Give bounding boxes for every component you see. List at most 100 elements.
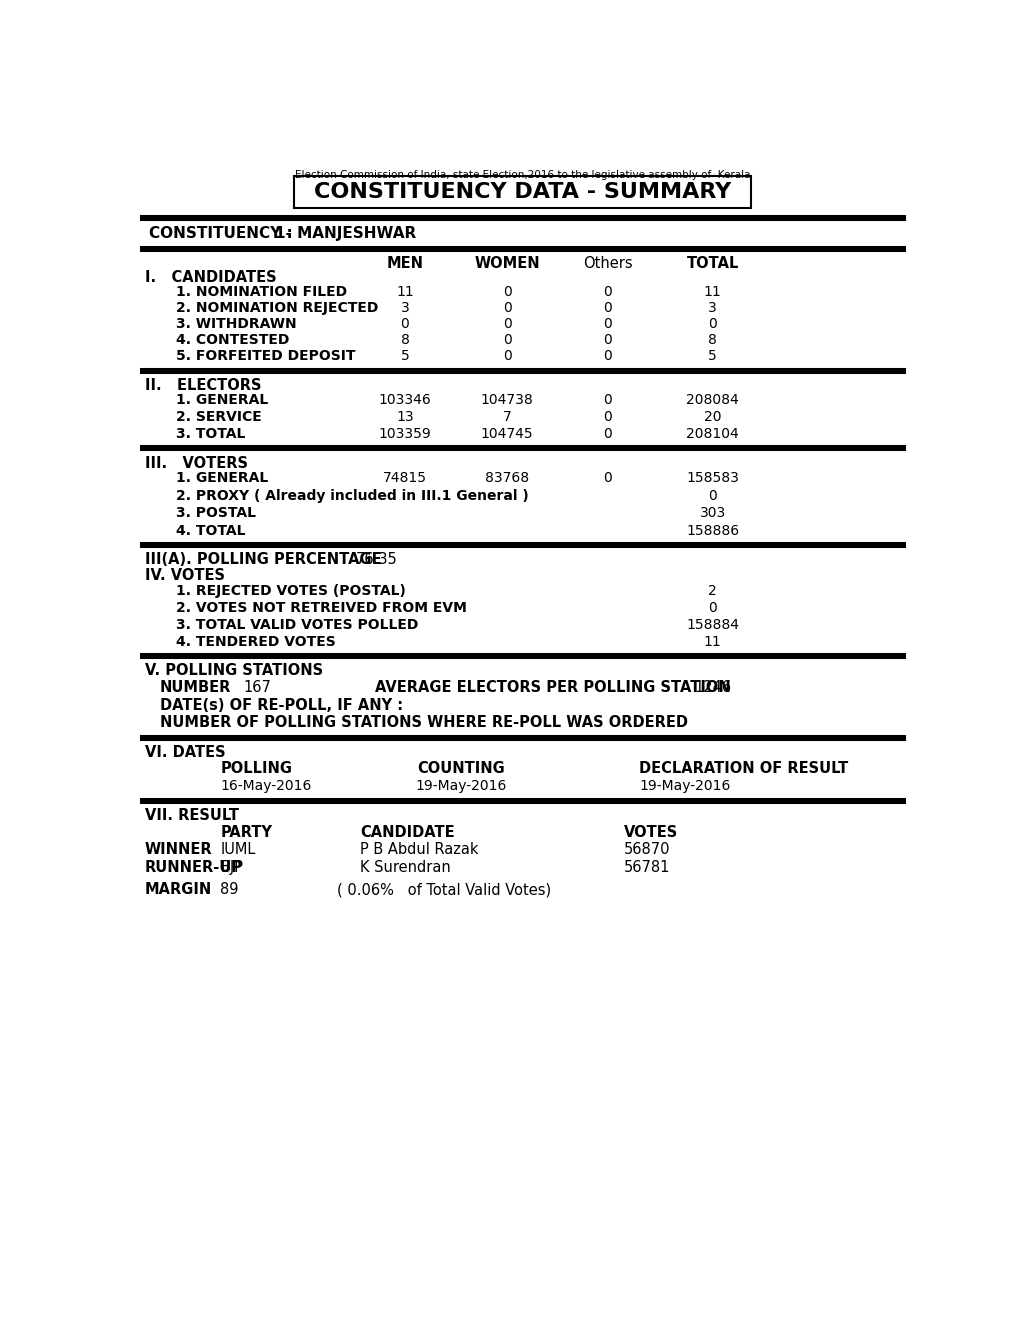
Text: VI. DATES: VI. DATES xyxy=(145,744,225,759)
Text: 2: 2 xyxy=(707,585,716,598)
Text: K Surendran: K Surendran xyxy=(360,861,450,875)
Text: 1. GENERAL: 1. GENERAL xyxy=(175,393,268,407)
Text: 3: 3 xyxy=(707,301,716,314)
Text: 11: 11 xyxy=(703,635,720,649)
Text: 0: 0 xyxy=(502,317,512,331)
Text: 208104: 208104 xyxy=(686,428,739,441)
Text: 3. TOTAL VALID VOTES POLLED: 3. TOTAL VALID VOTES POLLED xyxy=(175,618,418,632)
Text: 19-May-2016: 19-May-2016 xyxy=(415,779,506,793)
Text: 5. FORFEITED DEPOSIT: 5. FORFEITED DEPOSIT xyxy=(175,350,355,363)
Text: ( 0.06%   of Total Valid Votes): ( 0.06% of Total Valid Votes) xyxy=(336,882,550,898)
Text: 303: 303 xyxy=(699,507,726,520)
Text: 89: 89 xyxy=(220,882,238,898)
Text: 4. CONTESTED: 4. CONTESTED xyxy=(175,333,288,347)
Text: CONSTITUENCY :: CONSTITUENCY : xyxy=(149,226,292,242)
Text: NUMBER OF POLLING STATIONS WHERE RE-POLL WAS ORDERED: NUMBER OF POLLING STATIONS WHERE RE-POLL… xyxy=(160,715,688,730)
Text: 3. TOTAL: 3. TOTAL xyxy=(175,428,245,441)
Text: 0: 0 xyxy=(603,301,611,314)
Text: 0: 0 xyxy=(603,411,611,424)
Text: NUMBER: NUMBER xyxy=(160,680,231,694)
Text: 16-May-2016: 16-May-2016 xyxy=(220,779,312,793)
Text: 104738: 104738 xyxy=(480,393,533,407)
Text: III(A). POLLING PERCENTAGE: III(A). POLLING PERCENTAGE xyxy=(145,552,381,568)
Text: TOTAL: TOTAL xyxy=(686,256,738,272)
Text: 0: 0 xyxy=(603,317,611,331)
Text: 208084: 208084 xyxy=(686,393,739,407)
Text: 0: 0 xyxy=(502,301,512,314)
Text: 0: 0 xyxy=(707,601,716,615)
Text: VOTES: VOTES xyxy=(623,825,677,841)
Text: POLLING: POLLING xyxy=(220,760,292,776)
Text: 3. POSTAL: 3. POSTAL xyxy=(175,507,256,520)
Text: V. POLLING STATIONS: V. POLLING STATIONS xyxy=(145,663,322,678)
Text: 13: 13 xyxy=(395,411,414,424)
Text: 158583: 158583 xyxy=(686,471,739,484)
Text: 19-May-2016: 19-May-2016 xyxy=(638,779,730,793)
Text: 20: 20 xyxy=(703,411,720,424)
Text: 2. SERVICE: 2. SERVICE xyxy=(175,411,261,424)
Text: 3. WITHDRAWN: 3. WITHDRAWN xyxy=(175,317,296,331)
Text: 104745: 104745 xyxy=(481,428,533,441)
Text: 11: 11 xyxy=(395,285,414,298)
Text: I.   CANDIDATES: I. CANDIDATES xyxy=(145,271,276,285)
Text: 7: 7 xyxy=(502,411,512,424)
Text: CONSTITUENCY DATA - SUMMARY: CONSTITUENCY DATA - SUMMARY xyxy=(314,182,731,202)
Text: 4. TENDERED VOTES: 4. TENDERED VOTES xyxy=(175,635,335,649)
Text: II.   ELECTORS: II. ELECTORS xyxy=(145,378,261,393)
Text: 74815: 74815 xyxy=(382,471,427,484)
Text: 0: 0 xyxy=(603,350,611,363)
Text: 56781: 56781 xyxy=(623,861,669,875)
Text: 0: 0 xyxy=(502,350,512,363)
Text: Election Commission of India, state Election,2016 to the legislative assembly of: Election Commission of India, state Elec… xyxy=(294,170,750,181)
Text: DATE(s) OF RE-POLL, IF ANY :: DATE(s) OF RE-POLL, IF ANY : xyxy=(160,697,403,713)
Text: PARTY: PARTY xyxy=(220,825,272,841)
Text: 1- MANJESHWAR: 1- MANJESHWAR xyxy=(274,226,416,242)
Text: 2. VOTES NOT RETREIVED FROM EVM: 2. VOTES NOT RETREIVED FROM EVM xyxy=(175,601,466,615)
Text: 103346: 103346 xyxy=(378,393,431,407)
Text: MEN: MEN xyxy=(386,256,423,272)
Text: 3: 3 xyxy=(400,301,409,314)
Text: 2. PROXY ( Already included in III.1 General ): 2. PROXY ( Already included in III.1 Gen… xyxy=(175,488,528,503)
Text: RUNNER-UP: RUNNER-UP xyxy=(145,861,243,875)
Text: CANDIDATE: CANDIDATE xyxy=(360,825,454,841)
Text: 0: 0 xyxy=(603,393,611,407)
Text: 5: 5 xyxy=(707,350,716,363)
Text: 5: 5 xyxy=(400,350,409,363)
Text: Others: Others xyxy=(583,256,632,272)
Text: 8: 8 xyxy=(400,333,409,347)
Text: 0: 0 xyxy=(502,285,512,298)
FancyBboxPatch shape xyxy=(293,176,751,209)
Text: 83768: 83768 xyxy=(485,471,529,484)
Text: AVERAGE ELECTORS PER POLLING STATION: AVERAGE ELECTORS PER POLLING STATION xyxy=(375,680,731,694)
Text: 56870: 56870 xyxy=(623,842,669,858)
Text: 0: 0 xyxy=(603,428,611,441)
Text: DECLARATION OF RESULT: DECLARATION OF RESULT xyxy=(638,760,848,776)
Text: IUML: IUML xyxy=(220,842,256,858)
Text: P B Abdul Razak: P B Abdul Razak xyxy=(360,842,478,858)
Text: MARGIN: MARGIN xyxy=(145,882,212,898)
Text: 0: 0 xyxy=(603,285,611,298)
Text: 0: 0 xyxy=(400,317,409,331)
Text: 1246: 1246 xyxy=(693,680,731,694)
Text: 0: 0 xyxy=(707,488,716,503)
Text: 0: 0 xyxy=(707,317,716,331)
Text: 1. NOMINATION FILED: 1. NOMINATION FILED xyxy=(175,285,346,298)
Text: 2. NOMINATION REJECTED: 2. NOMINATION REJECTED xyxy=(175,301,378,314)
Text: COUNTING: COUNTING xyxy=(417,760,504,776)
Text: 167: 167 xyxy=(244,680,271,694)
Text: IV. VOTES: IV. VOTES xyxy=(145,568,224,583)
Text: 0: 0 xyxy=(603,471,611,484)
Text: 11: 11 xyxy=(703,285,720,298)
Text: 0: 0 xyxy=(502,333,512,347)
Text: 76.35: 76.35 xyxy=(356,552,397,568)
Text: 158884: 158884 xyxy=(686,618,739,632)
Text: 8: 8 xyxy=(707,333,716,347)
Text: 4. TOTAL: 4. TOTAL xyxy=(175,524,245,539)
Text: 1. REJECTED VOTES (POSTAL): 1. REJECTED VOTES (POSTAL) xyxy=(175,585,405,598)
Text: III.   VOTERS: III. VOTERS xyxy=(145,455,248,471)
Text: 0: 0 xyxy=(603,333,611,347)
Text: WOMEN: WOMEN xyxy=(474,256,539,272)
Text: BJP: BJP xyxy=(220,861,244,875)
Text: 103359: 103359 xyxy=(378,428,431,441)
Text: 158886: 158886 xyxy=(686,524,739,539)
